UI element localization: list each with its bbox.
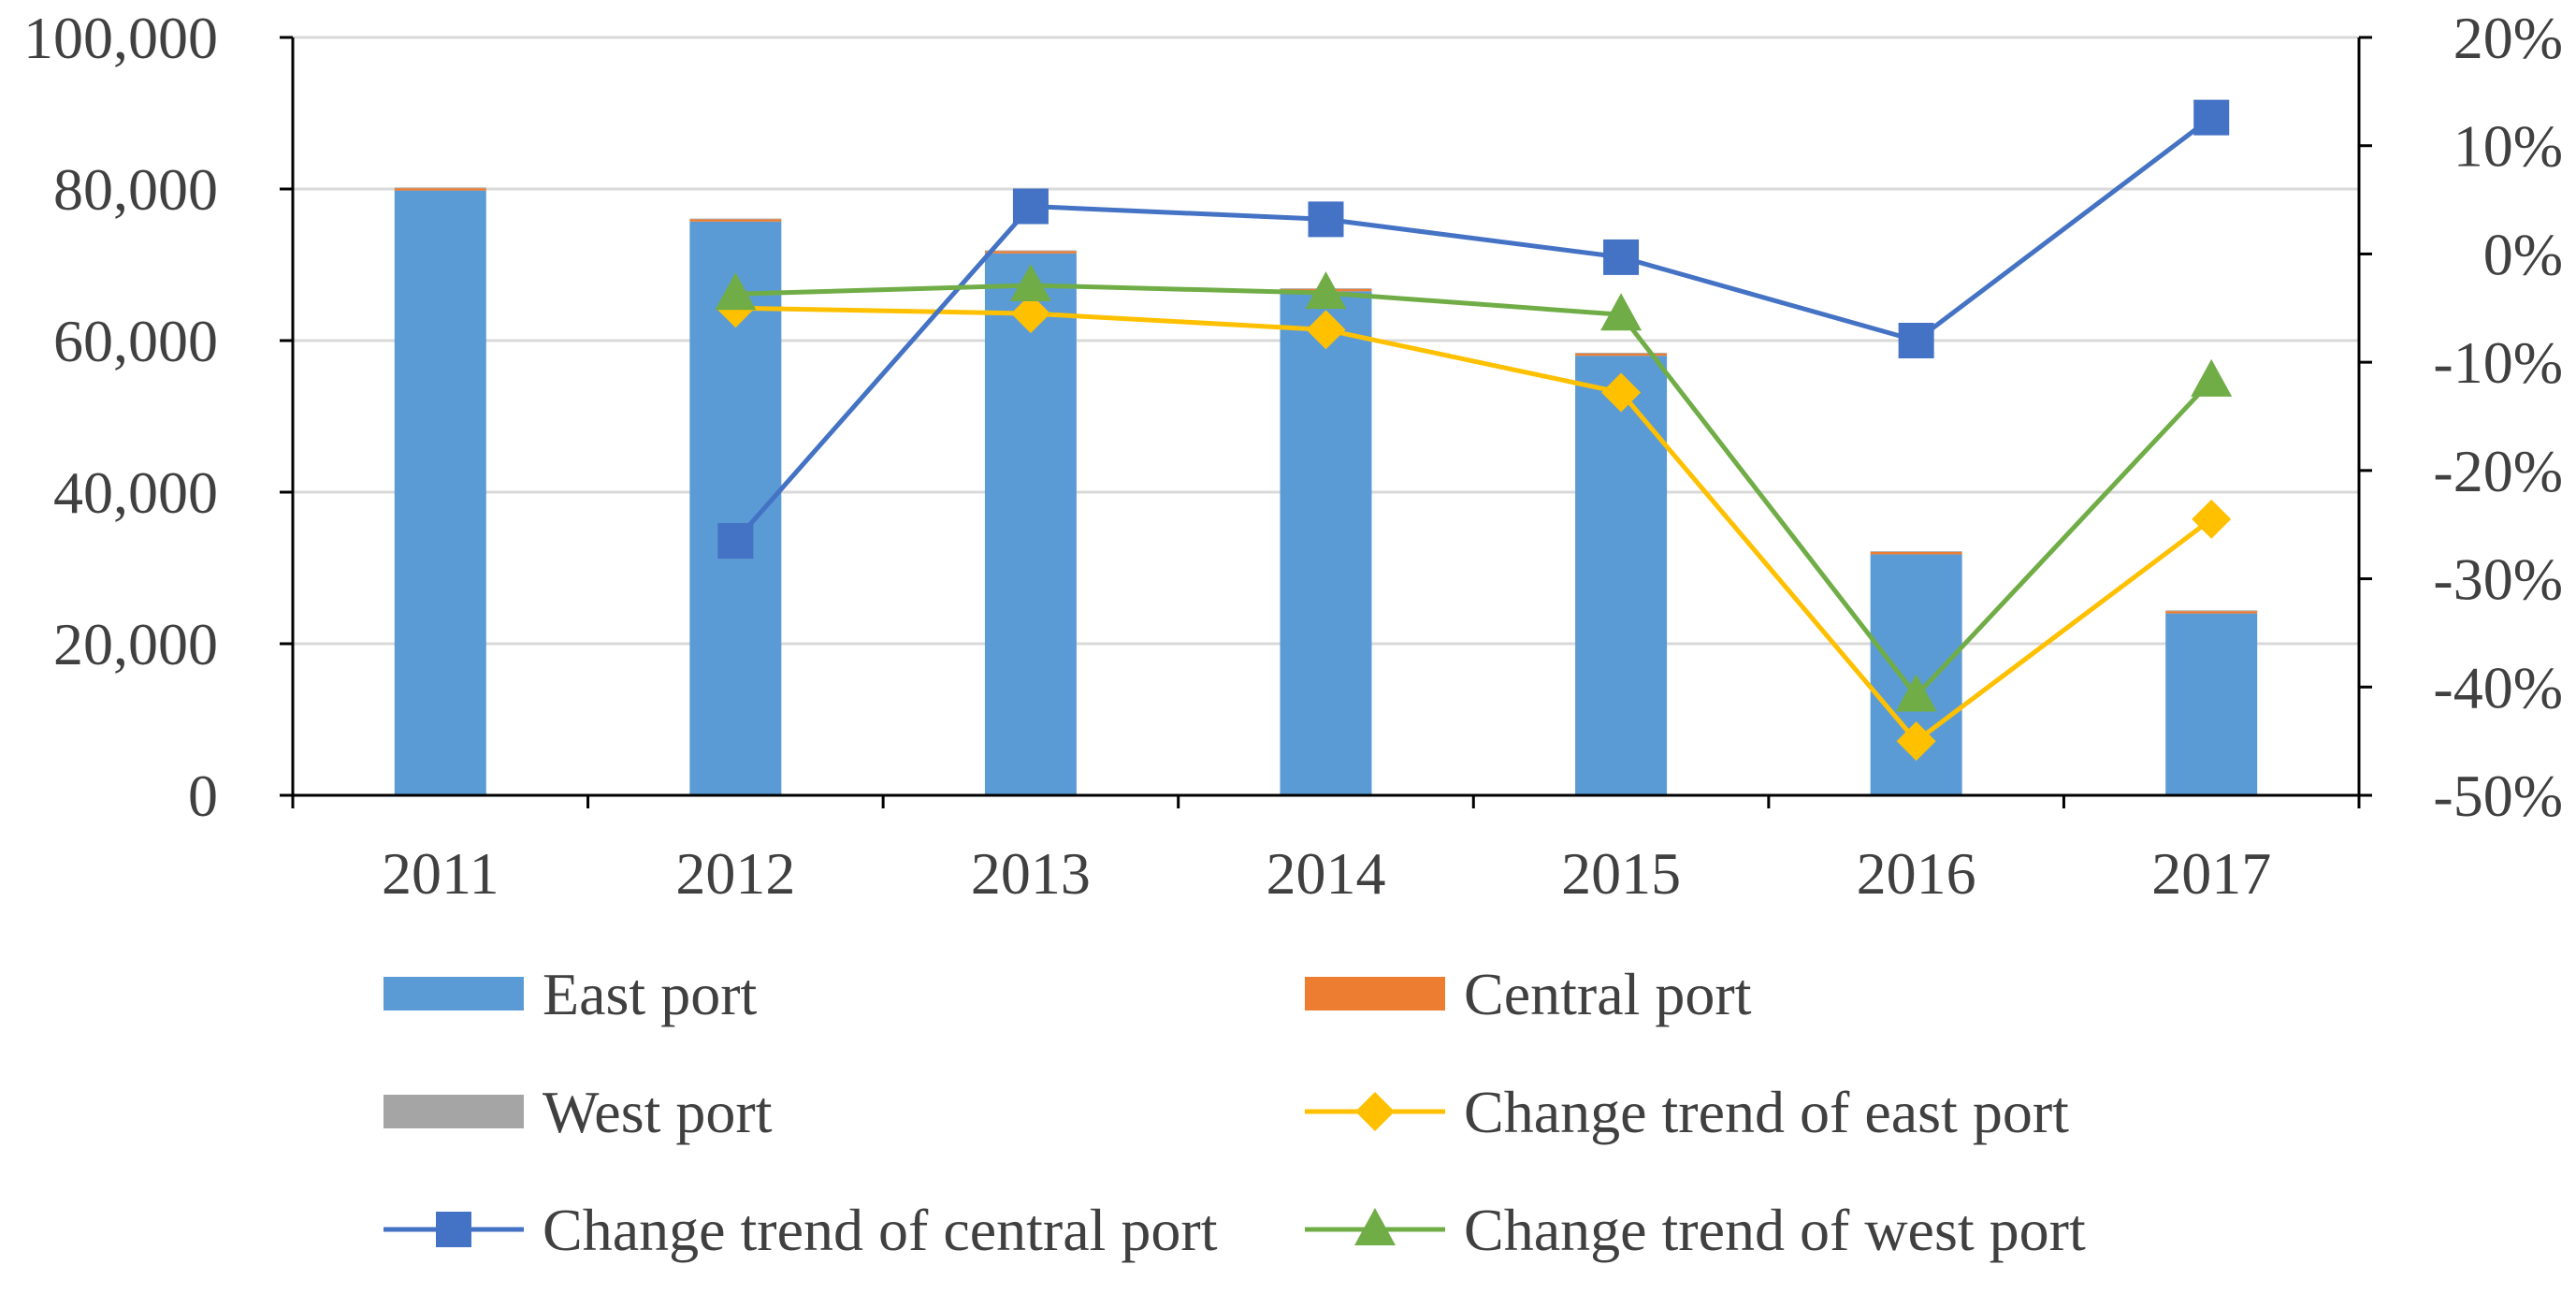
y-right-tick-label: -20%: [2433, 438, 2563, 504]
bar-west-port-2016: [1870, 551, 1962, 552]
trend-lines: [715, 99, 2233, 762]
bar-east-port-2017: [2165, 613, 2258, 795]
y-right-tick-label: -40%: [2433, 654, 2563, 720]
marker-change-trend-of-west-port-2017: [2191, 358, 2233, 397]
y-left-tick-label: 80,000: [53, 156, 218, 223]
bar-east-port-2011: [394, 190, 486, 795]
bar-central-port-2016: [1870, 551, 1962, 555]
legend-swatch-east-port: [384, 977, 524, 1010]
y-right-tick-label: -30%: [2433, 546, 2563, 613]
legend: East port Central port West port Change tre…: [384, 961, 2086, 1263]
x-tick-label-2016: 2016: [1857, 840, 1976, 907]
marker-change-trend-of-central-port-2017: [2193, 99, 2230, 136]
legend-label-central-port: Central port: [1464, 961, 1752, 1027]
legend-label-change-trend-of-central-port: Change trend of central port: [543, 1197, 1218, 1263]
bar-east-port-2013: [984, 253, 1077, 796]
y-axis-left-labels: 0 20,000 40,000 60,000 80,000 100,000: [23, 5, 218, 829]
legend-marker-change-trend-of-central-port: [436, 1212, 471, 1247]
y-left-tick-label: 100,000: [23, 5, 218, 71]
y-left-tick-label: 20,000: [53, 611, 218, 677]
line-change-trend-of-central-port: [733, 115, 2213, 543]
bar-west-port-2013: [984, 250, 1077, 252]
marker-change-trend-of-central-port-2013: [1012, 188, 1049, 225]
x-tick-label-2014: 2014: [1266, 840, 1386, 907]
marker-change-trend-of-east-port-2013: [1010, 294, 1050, 334]
legend-marker-change-trend-of-west-port: [1354, 1208, 1396, 1245]
line-change-trend-of-east-port: [735, 305, 2213, 744]
y-right-tick-label: 20%: [2453, 5, 2563, 71]
bar-central-port-2012: [689, 219, 782, 222]
bar-central-port-2013: [984, 251, 1077, 254]
y-right-tick-label: 10%: [2453, 113, 2563, 180]
axes: [280, 36, 2372, 808]
marker-change-trend-of-east-port-2017: [2192, 499, 2232, 539]
bar-central-port-2011: [394, 188, 486, 191]
marker-change-trend-of-east-port-2014: [1306, 310, 1346, 350]
marker-change-trend-of-west-port-2012: [715, 272, 757, 311]
legend-label-west-port: West port: [543, 1079, 773, 1145]
marker-change-trend-of-central-port-2016: [1898, 323, 1934, 358]
y-right-tick-label: 0%: [2483, 221, 2563, 287]
x-tick-label-2011: 2011: [382, 840, 499, 907]
legend-swatch-central-port: [1305, 977, 1445, 1010]
bar-west-port-2011: [394, 187, 486, 189]
y-left-tick-label: 0: [188, 763, 218, 829]
bar-central-port-2015: [1575, 353, 1668, 356]
marker-change-trend-of-east-port-2016: [1896, 721, 1936, 762]
x-axis-labels: 2011 2012 2013 2014 2015 2016 2017: [382, 840, 2271, 907]
bar-east-port-2014: [1280, 291, 1372, 796]
y-axis-right-labels: -50% -40% -30% -20% -10% 0% 10% 20%: [2433, 5, 2563, 829]
marker-change-trend-of-central-port-2015: [1603, 239, 1640, 275]
x-tick-label-2017: 2017: [2151, 840, 2271, 907]
marker-change-trend-of-east-port-2015: [1601, 372, 1642, 413]
y-right-tick-label: -50%: [2433, 763, 2563, 829]
x-tick-label-2015: 2015: [1561, 840, 1681, 907]
legend-marker-change-trend-of-east-port: [1355, 1092, 1395, 1131]
x-tick-label-2013: 2013: [971, 840, 1091, 907]
bar-west-port-2015: [1575, 352, 1668, 354]
bar-central-port-2017: [2165, 611, 2258, 614]
y-right-tick-label: -10%: [2433, 329, 2563, 396]
line-change-trend-of-west-port: [735, 283, 2214, 699]
y-left-tick-label: 60,000: [53, 308, 218, 374]
marker-change-trend-of-central-port-2014: [1308, 201, 1344, 238]
x-tick-label-2012: 2012: [675, 840, 795, 907]
y-left-tick-label: 40,000: [53, 459, 218, 526]
marker-change-trend-of-west-port-2016: [1895, 674, 1937, 712]
marker-change-trend-of-west-port-2014: [1305, 271, 1347, 310]
bar-east-port-2015: [1575, 356, 1668, 795]
marker-change-trend-of-west-port-2013: [1009, 263, 1051, 301]
bar-west-port-2017: [2165, 610, 2258, 612]
marker-change-trend-of-central-port-2012: [717, 523, 754, 560]
marker-change-trend-of-west-port-2015: [1600, 293, 1643, 331]
bar-west-port-2012: [689, 218, 782, 220]
legend-swatch-west-port: [384, 1095, 524, 1128]
legend-label-change-trend-of-east-port: Change trend of east port: [1464, 1079, 2069, 1145]
legend-label-east-port: East port: [543, 961, 758, 1027]
legend-label-change-trend-of-west-port: Change trend of west port: [1464, 1197, 2086, 1263]
